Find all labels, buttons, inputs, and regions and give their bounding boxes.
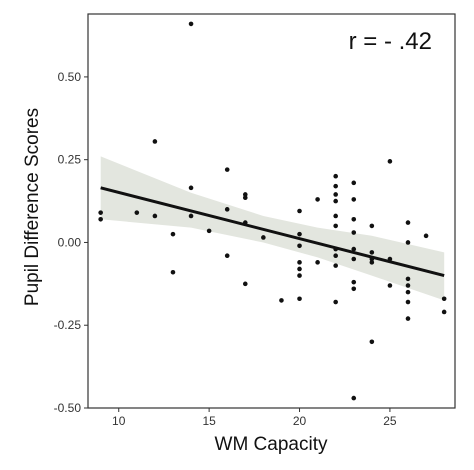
data-point — [387, 159, 393, 164]
y-axis-title: Pupil Difference Scores — [22, 108, 43, 306]
data-point — [98, 216, 103, 222]
x-tick-label: 10 — [112, 414, 126, 428]
y-tick-label: 0.00 — [58, 235, 82, 249]
data-point — [242, 192, 248, 197]
data-point — [297, 266, 302, 272]
data-point — [387, 256, 393, 262]
correlation-annotation: r = - .42 — [349, 28, 432, 55]
data-point — [261, 235, 266, 240]
regression-line — [100, 186, 445, 278]
y-tick-label: -0.25 — [54, 318, 82, 332]
data-point — [351, 246, 357, 252]
data-point — [152, 139, 158, 144]
data-point — [134, 210, 140, 215]
data-point — [224, 207, 230, 212]
data-point — [351, 197, 357, 202]
x-axis-ticks: 10 15 20 25 — [112, 408, 397, 428]
confidence-band — [100, 156, 445, 301]
x-tick-label: 20 — [293, 414, 307, 428]
data-point — [188, 21, 194, 27]
data-point — [224, 167, 230, 172]
data-point — [405, 240, 411, 245]
data-point — [188, 185, 194, 191]
plot-panel-border — [87, 13, 456, 409]
x-axis-title: WM Capacity — [215, 434, 328, 455]
data-point — [333, 223, 338, 229]
fit-line-layer — [100, 186, 445, 278]
data-point — [333, 192, 338, 197]
data-point — [297, 296, 302, 302]
data-point — [369, 256, 375, 262]
data-point — [170, 231, 176, 237]
data-point — [351, 286, 357, 292]
data-point — [423, 233, 429, 239]
data-point — [369, 223, 375, 229]
data-point — [351, 216, 357, 222]
x-tick-label: 15 — [202, 414, 216, 428]
data-point — [369, 260, 375, 265]
data-point — [242, 220, 248, 225]
data-point — [333, 183, 338, 189]
data-point — [279, 298, 284, 303]
data-point — [333, 299, 338, 305]
confidence-band-layer — [100, 156, 445, 301]
y-tick-label: 0.25 — [58, 153, 82, 167]
data-point — [297, 231, 302, 237]
data-point — [351, 256, 357, 262]
data-point — [369, 250, 375, 255]
data-point — [351, 395, 357, 401]
data-point — [387, 283, 393, 288]
data-point — [351, 180, 357, 186]
data-point — [242, 281, 248, 287]
data-point — [405, 316, 411, 321]
data-point — [333, 246, 338, 252]
data-point — [351, 279, 357, 285]
x-tick-label: 25 — [383, 414, 397, 428]
data-point — [369, 339, 375, 345]
data-point — [333, 173, 338, 179]
data-point — [405, 289, 411, 295]
y-tick-label: 0.50 — [58, 70, 82, 84]
data-point — [188, 213, 194, 219]
data-point — [405, 220, 411, 225]
data-point — [315, 260, 320, 265]
data-point — [405, 283, 411, 288]
data-point — [333, 263, 338, 268]
data-point — [333, 198, 338, 204]
data-point — [297, 260, 302, 265]
data-point — [206, 228, 212, 234]
data-point — [315, 197, 320, 202]
data-point — [333, 213, 338, 219]
data-point — [441, 296, 447, 302]
data-point — [351, 230, 357, 235]
y-axis-ticks: -0.50 -0.25 0.00 0.25 0.50 — [54, 70, 88, 415]
data-point — [242, 195, 248, 201]
data-point — [405, 276, 411, 282]
data-point — [405, 299, 411, 305]
data-point — [170, 269, 176, 275]
data-point — [441, 309, 447, 315]
data-point — [297, 273, 302, 278]
data-point — [98, 210, 103, 215]
data-point — [224, 253, 230, 258]
data-point — [152, 213, 158, 219]
data-point — [333, 253, 338, 258]
data-point — [297, 208, 302, 214]
data-points-layer — [98, 21, 447, 401]
data-point — [297, 243, 302, 249]
y-tick-label: -0.50 — [54, 401, 82, 415]
